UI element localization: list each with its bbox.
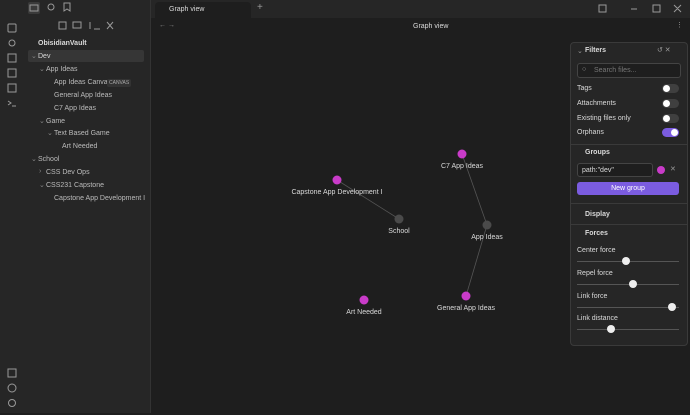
- divider: [571, 203, 687, 204]
- toggle-knob: [663, 85, 670, 92]
- tree-item[interactable]: Dev: [38, 53, 51, 60]
- filters-header[interactable]: Filters: [585, 47, 607, 54]
- tree-item[interactable]: School: [38, 156, 60, 164]
- graph-node[interactable]: [457, 149, 467, 159]
- slider-track: [577, 329, 679, 331]
- divider: [571, 144, 687, 145]
- tab-bar: Graph view +: [151, 0, 690, 18]
- tree-item[interactable]: Game: [46, 117, 66, 125]
- toggle-knob: [671, 129, 678, 137]
- file-badge: CANVAS: [107, 78, 132, 87]
- divider: [571, 224, 687, 225]
- chevron: ›: [39, 168, 42, 176]
- toggle-knob: [663, 114, 670, 122]
- display-header[interactable]: Display: [585, 211, 610, 218]
- search-input[interactable]: Search files... ○: [577, 63, 681, 78]
- graph-settings-panel: Filters ⌄ ↺ ✕ Search files... ○ Groups p…: [570, 42, 688, 346]
- chevron: ⌄: [31, 156, 37, 164]
- chevron: ⌄: [47, 130, 53, 138]
- vault-name: ObisidianVault: [38, 40, 87, 47]
- node-label: Art Needed: [346, 309, 382, 316]
- slider-track: [577, 283, 679, 285]
- forces-header[interactable]: Forces: [585, 230, 608, 237]
- tree-item[interactable]: Text Based Game: [54, 130, 110, 138]
- graph-node[interactable]: [332, 175, 342, 185]
- tab[interactable]: Graph view: [155, 2, 251, 18]
- slider-label: Link force: [577, 292, 608, 300]
- view-header: ← → Graph view ⋮: [151, 18, 690, 36]
- toggle[interactable]: [662, 113, 679, 123]
- tree-item[interactable]: C7 App Ideas: [54, 104, 97, 112]
- tab-title: Graph view: [169, 6, 205, 13]
- graph-canvas: C7 App Ideas Capstone App Development I Sc…: [291, 149, 503, 316]
- graph-edge: [461, 153, 488, 226]
- tree-item[interactable]: General App Ideas: [54, 91, 112, 99]
- more-options[interactable]: ⋮: [676, 22, 683, 29]
- ribbon: [0, 0, 27, 413]
- ribbon-icons: [7, 23, 17, 407]
- tree-item[interactable]: App Ideas: [46, 65, 78, 73]
- chevron: ⌄: [577, 48, 583, 55]
- graph-node[interactable]: [482, 220, 492, 230]
- button-label: New group: [611, 185, 645, 192]
- slider-thumb[interactable]: [629, 279, 637, 288]
- node-label: General App Ideas: [437, 305, 495, 312]
- graph-node[interactable]: [359, 295, 369, 305]
- toggle-label: Existing files only: [577, 114, 631, 122]
- graph-node[interactable]: [394, 214, 404, 224]
- panel-controls[interactable]: ↺ ✕: [657, 47, 671, 54]
- toggle-label: Orphans: [577, 129, 604, 137]
- tree-item[interactable]: Capstone App Development I: [54, 194, 146, 202]
- sidebar: ObisidianVault ⌄ Dev ⌄ App Ideas App Ideas C…: [26, 0, 151, 413]
- node-label: Capstone App Development I: [291, 189, 382, 196]
- chevron: ⌄: [31, 53, 37, 60]
- node-label: School: [388, 228, 410, 235]
- slider-label: Center force: [577, 247, 616, 254]
- toggle[interactable]: [662, 128, 679, 138]
- chevron: ⌄: [39, 65, 45, 73]
- node-label: C7 App Ideas: [441, 163, 484, 170]
- groups-header[interactable]: Groups: [585, 149, 610, 156]
- toggle-knob: [663, 99, 670, 107]
- graph-node[interactable]: [461, 291, 471, 301]
- slider-label: Repel force: [577, 269, 613, 277]
- chevron: ⌄: [39, 182, 45, 189]
- slider-thumb[interactable]: [607, 325, 615, 334]
- new-tab[interactable]: +: [257, 2, 263, 13]
- tree-item[interactable]: App Ideas Canvas: [54, 78, 112, 86]
- selected-row: [28, 50, 144, 62]
- graph-edge: [465, 224, 488, 297]
- view-title: Graph view: [413, 23, 449, 30]
- toggle-label: Attachments: [577, 99, 616, 107]
- group-query: path:"dev": [582, 167, 614, 174]
- search-icon: ○: [582, 66, 587, 73]
- group-color[interactable]: [657, 166, 665, 174]
- toggle[interactable]: [662, 98, 679, 108]
- slider-thumb[interactable]: [668, 302, 676, 311]
- remove-group[interactable]: ✕: [670, 166, 676, 173]
- tree-item[interactable]: CSS Dev Ops: [46, 169, 90, 177]
- slider-thumb[interactable]: [622, 257, 630, 265]
- nav-back[interactable]: ← →: [159, 22, 175, 29]
- graph-edge: [336, 179, 400, 220]
- group-query-input[interactable]: path:"dev": [577, 163, 653, 177]
- tree-item[interactable]: CSS231 Capstone: [46, 182, 104, 189]
- toggle[interactable]: [662, 84, 679, 93]
- slider-label: Link distance: [577, 315, 618, 323]
- search-placeholder: Search files...: [594, 67, 637, 74]
- slider-track: [577, 306, 679, 308]
- window-controls: [598, 4, 682, 13]
- toggle-label: Tags: [577, 85, 592, 92]
- tree-item[interactable]: Art Needed: [62, 143, 98, 151]
- node-label: App Ideas: [471, 234, 503, 241]
- chevron: ⌄: [39, 117, 45, 125]
- sidebar-toolbar: [28, 2, 114, 30]
- new-group-button[interactable]: New group: [577, 182, 679, 195]
